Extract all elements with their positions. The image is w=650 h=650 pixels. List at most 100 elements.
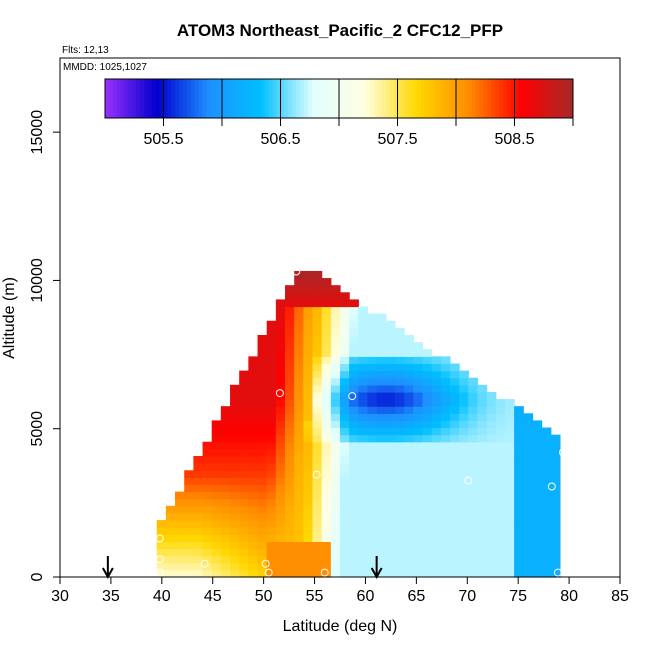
heatmap-cell bbox=[285, 505, 295, 514]
heatmap-cell bbox=[275, 413, 286, 422]
heatmap-cell bbox=[376, 391, 387, 400]
heatmap-cell bbox=[294, 534, 304, 543]
heatmap-cell bbox=[294, 327, 304, 336]
heatmap-cell bbox=[532, 427, 543, 436]
heatmap-cell bbox=[523, 484, 534, 493]
heatmap-cell bbox=[413, 548, 424, 557]
heatmap-cell bbox=[422, 420, 433, 429]
heatmap-cell bbox=[550, 441, 561, 450]
heatmap-cell bbox=[358, 555, 369, 564]
heatmap-cell bbox=[349, 463, 359, 471]
heatmap-cell bbox=[321, 306, 332, 315]
heatmap-cell bbox=[303, 306, 314, 315]
heatmap-cell bbox=[294, 541, 304, 550]
colorbar-segment bbox=[233, 79, 239, 118]
heatmap-cell bbox=[303, 520, 314, 528]
heatmap-cell bbox=[266, 406, 277, 414]
heatmap-cell bbox=[504, 498, 515, 507]
heatmap-cell bbox=[422, 456, 433, 464]
heatmap-cell bbox=[312, 512, 323, 521]
heatmap-cell bbox=[404, 349, 414, 357]
sample-point bbox=[275, 389, 284, 398]
heatmap-cell bbox=[220, 456, 231, 464]
heatmap-cell bbox=[413, 541, 424, 550]
heatmap-cell bbox=[367, 434, 378, 443]
heatmap-cell bbox=[266, 434, 277, 443]
heatmap-cell bbox=[193, 555, 204, 564]
colorbar-segment bbox=[350, 79, 356, 118]
heatmap-cell bbox=[248, 434, 259, 443]
heatmap-cell bbox=[495, 520, 506, 528]
heatmap-cell bbox=[239, 384, 249, 393]
heatmap-cell bbox=[367, 477, 378, 486]
colorbar-segment bbox=[522, 79, 527, 118]
heatmap-cell bbox=[239, 548, 249, 557]
heatmap-cell bbox=[440, 370, 451, 379]
heatmap-cell bbox=[230, 399, 240, 407]
heatmap-cell bbox=[394, 477, 405, 486]
flight-arrow bbox=[101, 556, 114, 580]
heatmap-cell bbox=[468, 484, 479, 493]
heatmap-cell bbox=[486, 484, 497, 493]
heatmap-cell bbox=[312, 306, 323, 315]
colorbar-segment bbox=[339, 79, 344, 118]
heatmap-cell bbox=[239, 541, 249, 550]
heatmap-cell bbox=[165, 512, 176, 521]
heatmap-cell bbox=[376, 470, 387, 478]
heatmap-cell bbox=[275, 306, 286, 315]
heatmap-cell bbox=[285, 491, 295, 500]
heatmap-cell bbox=[312, 406, 323, 414]
heatmap-cell bbox=[440, 427, 451, 436]
heatmap-cell bbox=[193, 527, 204, 535]
heatmap-cell bbox=[504, 534, 515, 543]
heatmap-cell bbox=[468, 512, 479, 521]
heatmap-cell bbox=[175, 548, 185, 557]
colorbar-segment bbox=[436, 79, 441, 118]
colorbar-segment bbox=[194, 79, 200, 118]
heatmap-cell bbox=[394, 370, 405, 379]
heatmap-cell bbox=[394, 384, 405, 393]
colorbar-segment bbox=[479, 79, 484, 118]
heatmap-cell bbox=[532, 548, 543, 557]
heatmap-cell bbox=[340, 320, 350, 329]
heatmap-cell bbox=[523, 555, 534, 564]
heatmap-cell bbox=[156, 555, 167, 564]
colorbar-segment bbox=[444, 79, 449, 118]
heatmap-cell bbox=[312, 270, 323, 279]
heatmap-cell bbox=[294, 313, 304, 322]
heatmap-cell bbox=[367, 456, 378, 464]
colorbar-segment bbox=[420, 79, 426, 118]
heatmap-cell bbox=[275, 399, 286, 407]
heatmap-cell bbox=[294, 569, 304, 578]
heatmap-cell bbox=[385, 477, 396, 486]
heatmap-cell bbox=[440, 399, 451, 407]
heatmap-cell bbox=[340, 399, 350, 407]
heatmap-cell bbox=[523, 534, 534, 543]
heatmap-cell bbox=[330, 342, 341, 350]
colorbar-segment bbox=[510, 79, 515, 118]
heatmap-cell bbox=[266, 327, 277, 336]
heatmap-cell bbox=[303, 377, 314, 386]
heatmap-cell bbox=[404, 448, 414, 457]
heatmap-cell bbox=[303, 456, 314, 464]
sample-point bbox=[155, 555, 164, 564]
heatmap-cell bbox=[440, 512, 451, 521]
y-axis-label: Altitude (m) bbox=[1, 277, 18, 359]
colorbar-segment bbox=[163, 79, 168, 118]
heatmap-cell bbox=[330, 484, 341, 493]
sample-point bbox=[320, 568, 329, 577]
heatmap-cell bbox=[523, 413, 534, 422]
colorbar-segment bbox=[108, 79, 114, 118]
heatmap-cell bbox=[468, 548, 479, 557]
heatmap-cell bbox=[257, 512, 268, 521]
heatmap-cell bbox=[349, 306, 359, 315]
colorbar-segment bbox=[140, 79, 145, 118]
heatmap-cell bbox=[394, 434, 405, 443]
heatmap-cell bbox=[541, 484, 552, 493]
heatmap-cell bbox=[266, 520, 277, 528]
heatmap-cell bbox=[220, 498, 231, 507]
heatmap-cell bbox=[175, 512, 185, 521]
heatmap-cell bbox=[266, 356, 277, 365]
heatmap-cell bbox=[514, 505, 524, 514]
heatmap-cell bbox=[257, 391, 268, 400]
